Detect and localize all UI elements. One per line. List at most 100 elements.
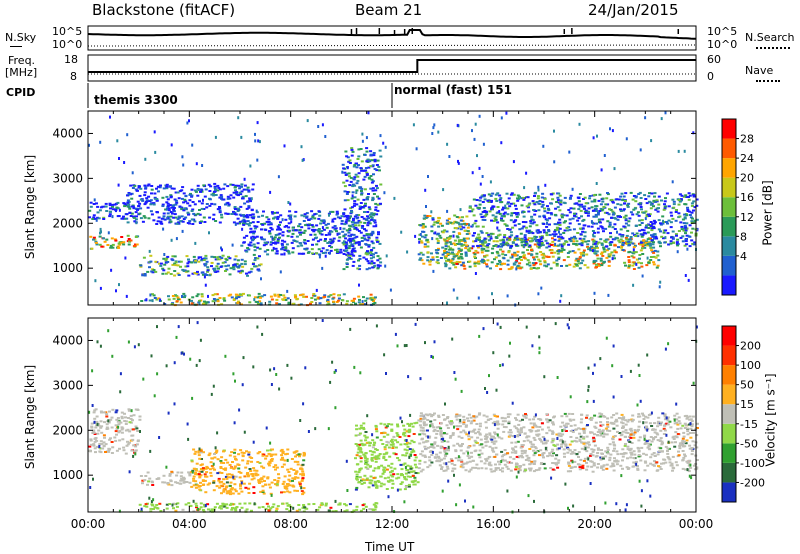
scatter-cell [99, 420, 103, 423]
scatter-cell [446, 253, 450, 255]
scatter-cell [344, 237, 348, 240]
scatter-cell [93, 417, 97, 420]
scatter-cell [170, 206, 174, 209]
scatter-cell [371, 180, 375, 183]
scatter-cell [216, 256, 220, 259]
scatter-cell [677, 203, 681, 206]
scatter-cell [392, 435, 396, 438]
scatter-cell [207, 454, 211, 457]
scatter-cell [302, 454, 306, 457]
scatter-cell [364, 202, 367, 205]
scatter-cell [669, 211, 673, 214]
scatter-cell [234, 293, 238, 296]
scatter-cell [368, 177, 372, 180]
scatter-cell [467, 419, 470, 422]
scatter-cell [181, 155, 184, 159]
scatter-cell [540, 240, 544, 243]
scatter-cell [486, 244, 490, 247]
scatter-cell [671, 217, 675, 220]
scatter-cell [222, 468, 226, 471]
scatter-cell [626, 204, 630, 207]
scatter-cell [683, 149, 686, 153]
scatter-cell [383, 448, 387, 451]
scatter-cell [562, 259, 566, 262]
scatter-cell [678, 215, 682, 218]
scatter-cell [541, 203, 545, 206]
scatter-cell [478, 236, 482, 239]
scatter-cell [348, 229, 352, 232]
scatter-cell [537, 433, 541, 436]
scatter-cell [695, 446, 699, 449]
scatter-cell [468, 223, 470, 227]
scatter-cell [430, 210, 433, 214]
scatter-cell [419, 257, 423, 260]
scatter-cell [372, 154, 376, 157]
scatter-cell [611, 257, 614, 261]
scatter-cell [99, 286, 102, 290]
scatter-cell [354, 457, 357, 460]
scatter-cell [644, 198, 648, 200]
scatter-cell [131, 438, 135, 441]
scatter-cell [636, 468, 640, 471]
scatter-cell [479, 182, 482, 186]
scatter-cell [394, 446, 398, 449]
scatter-cell [671, 180, 674, 184]
scatter-cell [560, 250, 564, 253]
scatter-cell [551, 439, 555, 442]
scatter-cell [623, 444, 627, 447]
scatter-cell [528, 244, 532, 247]
scatter-cell [366, 196, 370, 198]
scatter-cell [253, 469, 257, 472]
scatter-cell [518, 262, 522, 265]
scatter-cell [391, 475, 395, 478]
scatter-cell [540, 236, 544, 239]
scatter-cell [246, 223, 250, 226]
scatter-cell [637, 266, 641, 269]
scatter-cell [513, 212, 517, 214]
scatter-cell [291, 302, 295, 305]
scatter-cell [443, 229, 447, 232]
scatter-cell [117, 423, 121, 426]
scatter-cell [371, 196, 375, 199]
scatter-cell [358, 208, 362, 210]
scatter-cell [128, 421, 132, 424]
scatter-cell [224, 265, 228, 268]
scatter-cell [126, 221, 130, 224]
scatter-cell [362, 426, 365, 429]
scatter-cell [522, 463, 526, 466]
scatter-cell [345, 258, 349, 261]
scatter-cell [122, 215, 125, 218]
scatter-cell [353, 202, 357, 205]
scatter-cell [206, 270, 209, 273]
scatter-cell [371, 439, 375, 442]
scatter-cell [283, 459, 287, 462]
scatter-cell [183, 294, 187, 297]
scatter-cell [287, 478, 291, 481]
scatter-cell [648, 213, 652, 216]
scatter-cell [376, 264, 380, 267]
scatter-cell [143, 216, 147, 219]
scatter-cell [377, 165, 381, 168]
scatter-cell [404, 472, 408, 475]
scatter-cell [607, 225, 611, 228]
scatter-cell [656, 250, 660, 253]
scatter-cell [225, 481, 229, 484]
scatter-cell [118, 439, 122, 442]
scatter-cell [135, 243, 139, 246]
scatter-cell [611, 213, 615, 216]
scatter-cell [111, 215, 114, 219]
scatter-cell [657, 195, 661, 198]
scatter-cell [301, 493, 305, 496]
scatter-cell [452, 230, 456, 233]
scatter-cell [684, 228, 688, 231]
scatter-cell [348, 162, 352, 164]
scatter-cell [592, 259, 596, 262]
scatter-cell [110, 416, 114, 419]
scatter-cell [646, 244, 650, 247]
scatter-cell [491, 208, 494, 211]
scatter-cell [354, 226, 358, 229]
scatter-cell [241, 459, 245, 462]
scatter-cell [167, 267, 171, 270]
scatter-cell [450, 222, 454, 225]
scatter-cell [473, 137, 476, 141]
